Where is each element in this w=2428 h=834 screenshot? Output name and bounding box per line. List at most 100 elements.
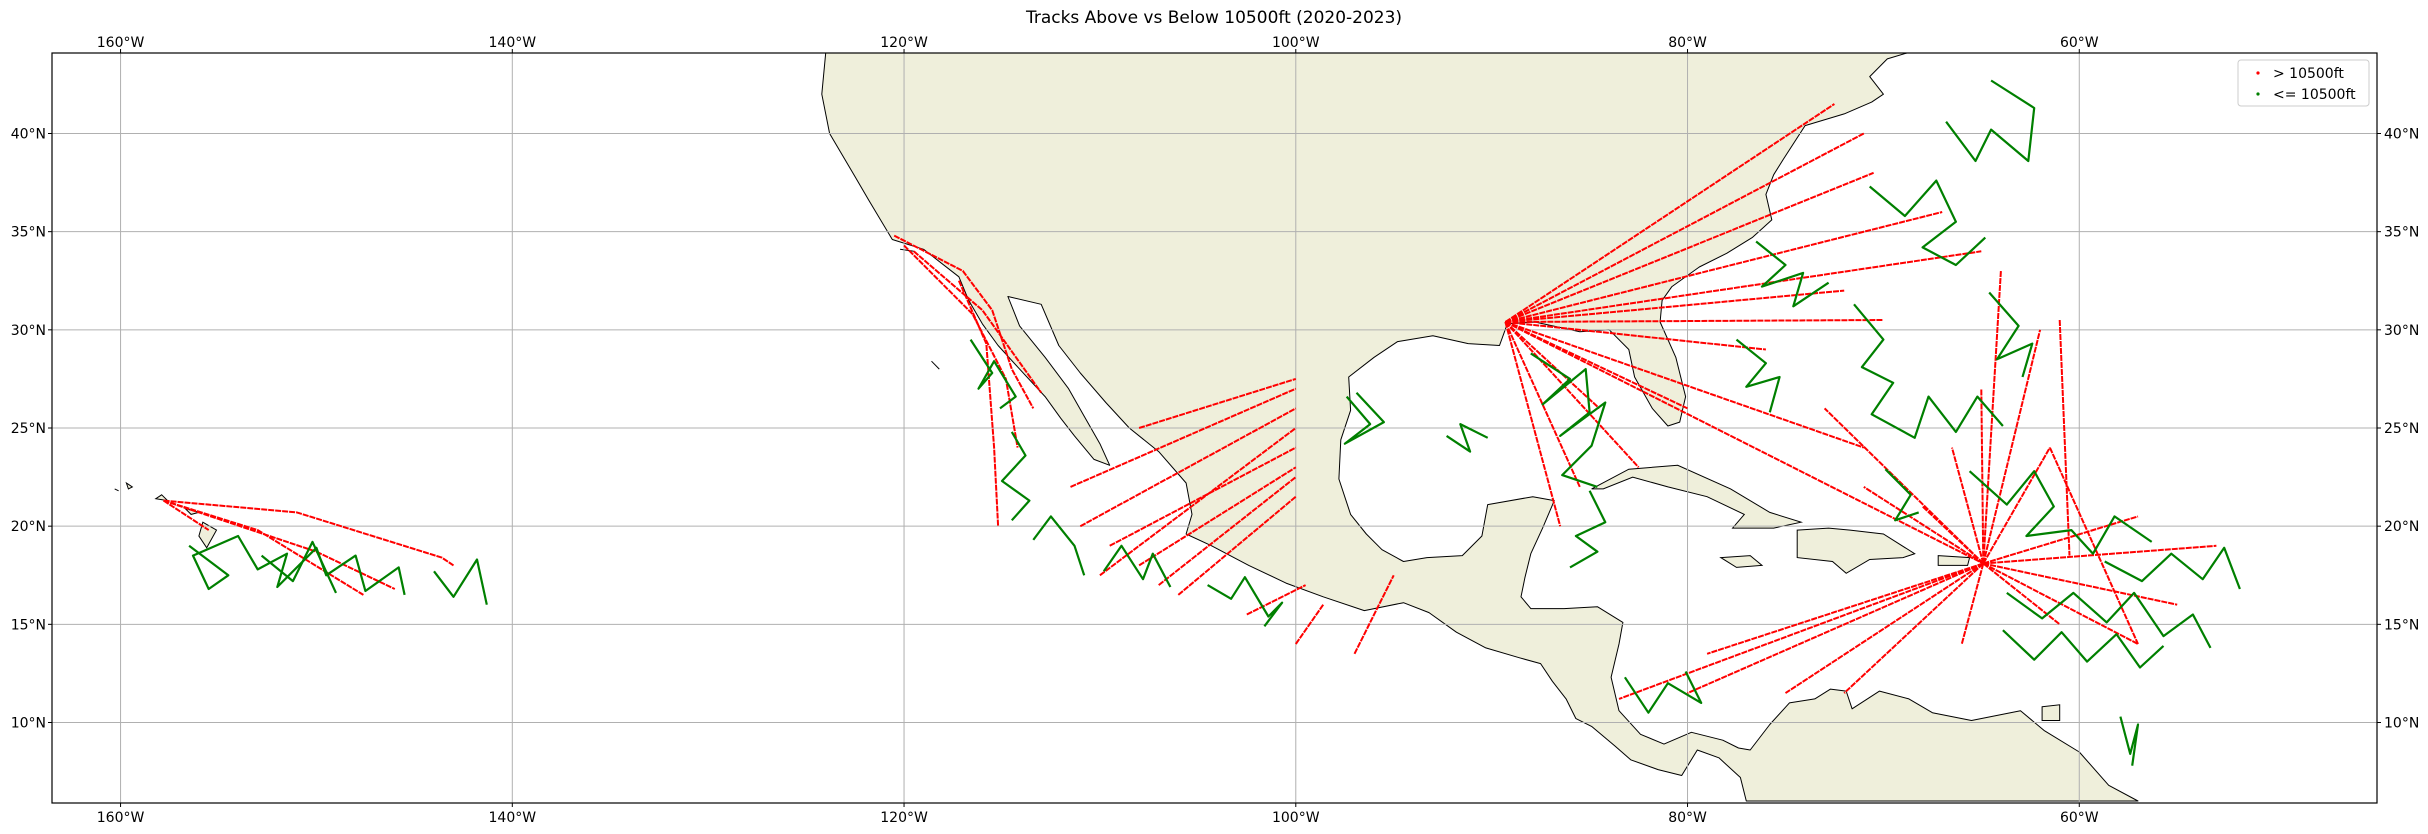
track-above (1983, 562, 2178, 606)
island-polygon (1937, 555, 1971, 566)
lat-tick-label-left: 25°N (11, 421, 46, 437)
island-polygon (114, 488, 119, 492)
lon-tick-label-bottom: 100°W (1272, 810, 1320, 826)
lat-tick-label-right: 15°N (2384, 617, 2419, 633)
track-below (433, 558, 488, 605)
lon-tick-label-bottom: 160°W (97, 810, 145, 826)
lat-tick-label-right: 40°N (2384, 126, 2419, 142)
track-above (1505, 321, 1865, 449)
track-above (1505, 319, 1884, 323)
chart-title: Tracks Above vs Below 10500ft (2020-2023… (1025, 8, 1402, 28)
track-below (1445, 423, 1489, 453)
legend: > 10500ft <= 10500ft (2237, 59, 2370, 107)
island-polygon (198, 521, 218, 549)
legend-marker-above (2256, 71, 2260, 75)
track-above (1618, 562, 1984, 700)
track-above (1504, 321, 1562, 527)
track-below (1102, 544, 1172, 588)
track-above (1843, 562, 1984, 694)
lon-tick-label-bottom: 140°W (489, 810, 537, 826)
track-below (1032, 515, 1086, 576)
track-above (1079, 407, 1297, 528)
track-below (1884, 468, 1920, 522)
island-polygon (1591, 464, 1804, 529)
track-above (2058, 319, 2071, 556)
lat-tick-label-left: 20°N (11, 519, 46, 535)
legend-label-above: > 10500ft (2273, 66, 2344, 82)
track-above (1983, 515, 2139, 565)
legend-label-below: <= 10500ft (2273, 87, 2356, 103)
track-above (163, 499, 364, 596)
track-below (188, 534, 406, 596)
track-below (1755, 240, 1830, 308)
track-above (1505, 289, 1845, 323)
lon-tick-label-top: 60°W (2060, 35, 2099, 51)
track-above (1687, 562, 1984, 695)
track-above (1982, 329, 2042, 564)
lon-tick-label-top: 160°W (97, 35, 145, 51)
island-polygon (125, 481, 134, 490)
island-polygon (2041, 704, 2061, 721)
lon-tick-label-top: 140°W (489, 35, 537, 51)
legend-marker-below (2256, 92, 2260, 96)
lat-tick-label-right: 20°N (2384, 519, 2419, 535)
track-above (913, 250, 1043, 394)
track-above (1353, 574, 1395, 655)
track-above (957, 280, 1000, 527)
track-below (1968, 470, 2153, 555)
track-below (2002, 629, 2165, 669)
legend-box (2237, 59, 2370, 107)
lon-tick-label-top: 100°W (1272, 35, 1320, 51)
track-above (893, 234, 1035, 409)
track-above (1246, 584, 1307, 616)
track-below (2104, 546, 2241, 590)
lon-tick-label-bottom: 60°W (2060, 810, 2099, 826)
track-above (1982, 447, 2051, 564)
lon-tick-label-bottom: 80°W (1668, 810, 1707, 826)
track-above (163, 499, 210, 531)
track-above (1504, 321, 1601, 410)
track-above (1504, 321, 1984, 565)
track-above (1505, 171, 1874, 323)
track-below (969, 339, 1017, 410)
track-above (1706, 562, 1984, 655)
lon-tick-label-top: 120°W (880, 35, 928, 51)
track-above (1177, 495, 1297, 596)
track-below (1530, 352, 1607, 488)
track-above (903, 244, 1019, 448)
track-above (1951, 447, 1985, 564)
lat-tick-label-right: 25°N (2384, 421, 2419, 437)
track-above (1863, 486, 1984, 565)
track-above (1983, 544, 2217, 565)
track-above (1099, 427, 1297, 577)
track-above (1504, 321, 1640, 468)
track-above (1504, 132, 1865, 323)
track-above (1505, 250, 1982, 323)
track-below (2006, 591, 2212, 649)
track-above (1505, 321, 1767, 351)
track-above (1138, 377, 1297, 429)
track-above (1138, 466, 1297, 567)
track-above (2048, 447, 2139, 645)
island-polygon (1719, 555, 1764, 568)
island-polygon (154, 494, 170, 502)
lon-tick-label-bottom: 120°W (880, 810, 928, 826)
track-below (1207, 576, 1284, 627)
track-above (1294, 604, 1325, 645)
track-below (260, 540, 337, 594)
track-above (1980, 388, 1985, 564)
track-below (1945, 79, 2036, 163)
track-below (1623, 671, 1703, 714)
lat-tick-label-left: 30°N (11, 323, 46, 339)
track-above (1109, 446, 1297, 547)
track-above (1504, 321, 1581, 488)
track-above (163, 499, 455, 567)
track-below (1569, 490, 1607, 569)
lat-tick-label-left: 15°N (11, 617, 46, 633)
track-above (1158, 476, 1297, 586)
land-polygon (821, 53, 2139, 802)
track-above (1070, 387, 1297, 488)
lat-tick-label-left: 40°N (11, 126, 46, 142)
lat-tick-label-left: 35°N (11, 225, 46, 241)
